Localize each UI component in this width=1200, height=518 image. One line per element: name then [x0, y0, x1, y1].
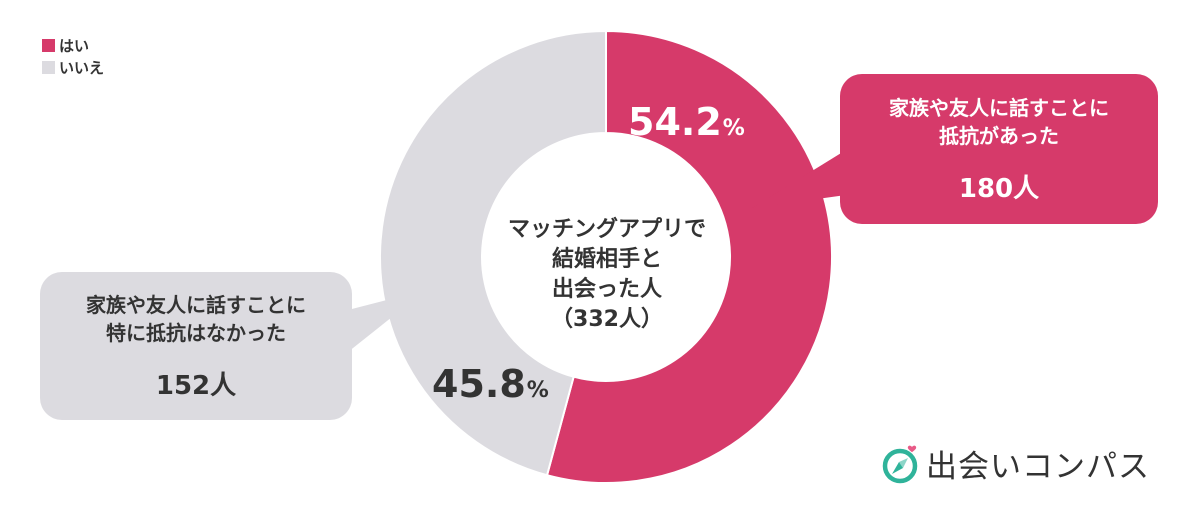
center-label-line-1: マッチングアプリで [507, 217, 706, 242]
data-label-yes-unit: % [722, 116, 745, 141]
callout-no-count: 152人 [155, 370, 237, 401]
slice-yes [545, 29, 833, 484]
callout-yes-line-2: 抵抗があった [939, 123, 1059, 148]
brand-logo: 出会いコンパス [878, 438, 1150, 488]
callout-yes: 家族や友人に話すことに 抵抗があった 180人 [840, 74, 1158, 224]
brand-name: 出会いコンパス [926, 448, 1150, 485]
legend-swatch-yes [42, 38, 55, 52]
callout-no-line-2: 特に抵抗はなかった [106, 320, 286, 345]
callout-yes-line-1: 家族や友人に話すことに [889, 95, 1109, 120]
callout-yes-count: 180人 [958, 173, 1040, 204]
center-label-line-4: （332人） [551, 307, 663, 332]
data-label-no-unit: % [526, 378, 549, 403]
legend-label-yes: はい [59, 36, 90, 55]
callout-no-line-1: 家族や友人に話すことに [86, 292, 306, 317]
center-label-line-2: 結婚相手と [551, 247, 662, 272]
legend-swatch-no [42, 60, 55, 74]
data-label-no-value: 45.8 [432, 362, 526, 406]
slice-no [379, 29, 607, 477]
legend: はい いいえ [42, 34, 104, 78]
legend-item-no: いいえ [42, 56, 104, 78]
data-label-no: 45.8% [432, 362, 549, 406]
data-label-yes-value: 54.2 [628, 100, 722, 144]
data-label-yes: 54.2% [628, 100, 745, 144]
center-label-line-3: 出会った人 [551, 277, 662, 302]
legend-item-yes: はい [42, 34, 104, 56]
center-label: マッチングアプリで 結婚相手と 出会った人 （332人） [487, 215, 727, 335]
callout-no-tail [348, 290, 426, 352]
legend-label-no: いいえ [59, 58, 105, 77]
callout-yes-tail [752, 150, 846, 208]
callout-no: 家族や友人に話すことに 特に抵抗はなかった 152人 [40, 272, 352, 420]
compass-heart-icon [882, 445, 918, 484]
